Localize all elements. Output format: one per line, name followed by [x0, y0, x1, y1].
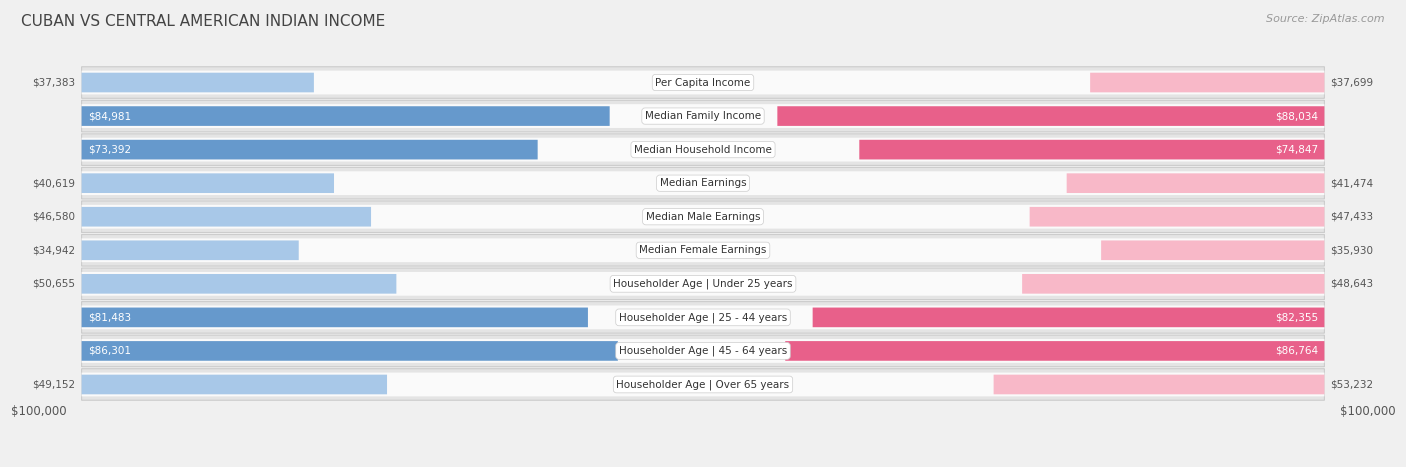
Text: $100,000: $100,000: [1340, 404, 1395, 417]
FancyBboxPatch shape: [82, 73, 314, 92]
FancyBboxPatch shape: [82, 201, 1324, 233]
Text: Householder Age | Under 25 years: Householder Age | Under 25 years: [613, 279, 793, 289]
FancyBboxPatch shape: [82, 67, 1324, 98]
FancyBboxPatch shape: [82, 171, 1324, 195]
FancyBboxPatch shape: [82, 268, 1324, 300]
Text: $46,580: $46,580: [32, 212, 76, 222]
Text: $100,000: $100,000: [11, 404, 66, 417]
FancyBboxPatch shape: [82, 369, 1324, 400]
FancyBboxPatch shape: [82, 205, 1324, 229]
Text: $73,392: $73,392: [87, 145, 131, 155]
Text: Per Capita Income: Per Capita Income: [655, 78, 751, 87]
Text: $47,433: $47,433: [1330, 212, 1374, 222]
FancyBboxPatch shape: [1101, 241, 1324, 260]
FancyBboxPatch shape: [1067, 173, 1324, 193]
FancyBboxPatch shape: [1090, 73, 1324, 92]
Text: $81,483: $81,483: [87, 312, 131, 322]
FancyBboxPatch shape: [82, 272, 1324, 296]
FancyBboxPatch shape: [82, 373, 1324, 396]
FancyBboxPatch shape: [859, 140, 1324, 159]
Text: $74,847: $74,847: [1275, 145, 1319, 155]
FancyBboxPatch shape: [82, 138, 1324, 162]
FancyBboxPatch shape: [82, 305, 1324, 329]
Text: $48,643: $48,643: [1330, 279, 1374, 289]
FancyBboxPatch shape: [82, 238, 1324, 262]
FancyBboxPatch shape: [785, 341, 1324, 361]
FancyBboxPatch shape: [82, 167, 1324, 199]
FancyBboxPatch shape: [82, 302, 1324, 333]
Text: Median Family Income: Median Family Income: [645, 111, 761, 121]
Text: $37,699: $37,699: [1330, 78, 1374, 87]
FancyBboxPatch shape: [82, 234, 1324, 266]
FancyBboxPatch shape: [82, 207, 371, 226]
Text: CUBAN VS CENTRAL AMERICAN INDIAN INCOME: CUBAN VS CENTRAL AMERICAN INDIAN INCOME: [21, 14, 385, 29]
FancyBboxPatch shape: [994, 375, 1324, 394]
Text: Median Male Earnings: Median Male Earnings: [645, 212, 761, 222]
FancyBboxPatch shape: [82, 173, 335, 193]
FancyBboxPatch shape: [82, 308, 588, 327]
Legend: Cuban, Central American Indian: Cuban, Central American Indian: [572, 463, 834, 467]
Text: Median Earnings: Median Earnings: [659, 178, 747, 188]
FancyBboxPatch shape: [813, 308, 1324, 327]
Text: $88,034: $88,034: [1275, 111, 1319, 121]
FancyBboxPatch shape: [82, 140, 537, 159]
FancyBboxPatch shape: [1029, 207, 1324, 226]
FancyBboxPatch shape: [82, 241, 298, 260]
Text: $35,930: $35,930: [1330, 245, 1374, 255]
FancyBboxPatch shape: [1022, 274, 1324, 294]
Text: Householder Age | 25 - 44 years: Householder Age | 25 - 44 years: [619, 312, 787, 323]
Text: Median Household Income: Median Household Income: [634, 145, 772, 155]
FancyBboxPatch shape: [82, 335, 1324, 367]
Text: $86,764: $86,764: [1275, 346, 1319, 356]
FancyBboxPatch shape: [82, 100, 1324, 132]
FancyBboxPatch shape: [82, 341, 617, 361]
FancyBboxPatch shape: [82, 104, 1324, 128]
Text: $34,942: $34,942: [32, 245, 76, 255]
Text: Householder Age | 45 - 64 years: Householder Age | 45 - 64 years: [619, 346, 787, 356]
Text: $50,655: $50,655: [32, 279, 76, 289]
FancyBboxPatch shape: [82, 274, 396, 294]
FancyBboxPatch shape: [82, 71, 1324, 94]
Text: Source: ZipAtlas.com: Source: ZipAtlas.com: [1267, 14, 1385, 24]
FancyBboxPatch shape: [82, 106, 610, 126]
Text: Median Female Earnings: Median Female Earnings: [640, 245, 766, 255]
Text: $84,981: $84,981: [87, 111, 131, 121]
Text: $40,619: $40,619: [32, 178, 76, 188]
Text: $53,232: $53,232: [1330, 380, 1374, 389]
Text: $86,301: $86,301: [87, 346, 131, 356]
Text: Householder Age | Over 65 years: Householder Age | Over 65 years: [616, 379, 790, 390]
FancyBboxPatch shape: [778, 106, 1324, 126]
Text: $82,355: $82,355: [1275, 312, 1319, 322]
Text: $37,383: $37,383: [32, 78, 76, 87]
FancyBboxPatch shape: [82, 339, 1324, 363]
Text: $41,474: $41,474: [1330, 178, 1374, 188]
FancyBboxPatch shape: [82, 375, 387, 394]
Text: $49,152: $49,152: [32, 380, 76, 389]
FancyBboxPatch shape: [82, 134, 1324, 165]
